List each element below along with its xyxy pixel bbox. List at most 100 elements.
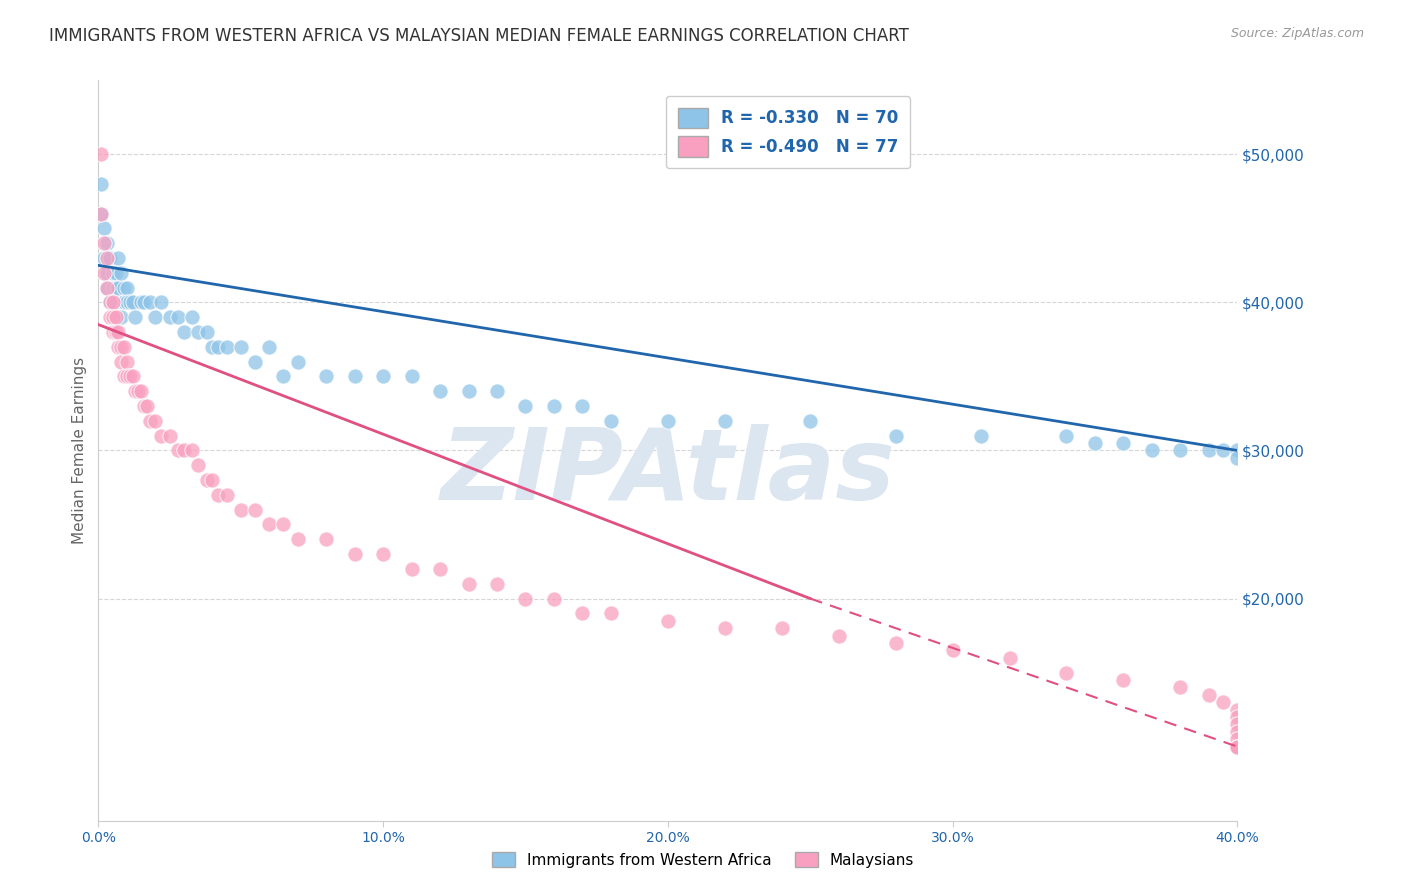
Point (107, 251, 129, 265)
Point (98, 310, 121, 325)
Point (373, 547, 395, 561)
Point (107, 325, 129, 339)
Point (110, 340, 132, 354)
Point (1226, 724, 1249, 739)
Point (129, 295, 152, 310)
Point (115, 369, 138, 384)
Point (96, 236, 118, 251)
Point (110, 266, 132, 280)
Point (96, 266, 118, 280)
Point (571, 607, 593, 621)
Point (1112, 673, 1135, 687)
Point (173, 325, 195, 339)
Point (112, 369, 135, 384)
Point (195, 325, 218, 339)
Point (429, 562, 451, 576)
Point (129, 384, 152, 399)
Point (1226, 732, 1249, 747)
Y-axis label: Median Female Earnings: Median Female Earnings (72, 357, 87, 544)
Point (112, 280, 135, 294)
Point (159, 310, 181, 325)
Point (181, 443, 204, 458)
Point (571, 399, 593, 413)
Point (457, 576, 479, 591)
Point (107, 280, 129, 294)
Text: IMMIGRANTS FROM WESTERN AFRICA VS MALAYSIAN MEDIAN FEMALE EARNINGS CORRELATION C: IMMIGRANTS FROM WESTERN AFRICA VS MALAYS… (49, 27, 910, 45)
Point (207, 488, 229, 502)
Point (96, 280, 118, 294)
Point (187, 458, 209, 473)
Point (998, 650, 1021, 665)
Point (90, 206, 112, 220)
Point (90, 147, 112, 161)
Point (150, 428, 173, 442)
Point (132, 399, 155, 413)
Point (195, 473, 218, 487)
Point (1170, 681, 1192, 695)
Point (1198, 443, 1220, 458)
Point (115, 354, 138, 368)
Point (159, 428, 181, 442)
Point (970, 428, 993, 442)
Point (515, 399, 537, 413)
Point (173, 443, 195, 458)
Point (343, 369, 366, 384)
Point (1226, 739, 1249, 754)
Point (215, 340, 238, 354)
Point (115, 280, 138, 294)
Point (243, 354, 266, 368)
Point (101, 280, 124, 294)
Point (98, 295, 121, 310)
Point (93, 236, 115, 251)
Point (1212, 695, 1234, 709)
Point (90, 206, 112, 220)
Point (207, 340, 229, 354)
Point (543, 399, 565, 413)
Point (884, 636, 907, 650)
Point (98, 295, 121, 310)
Point (1140, 443, 1163, 458)
Point (121, 369, 143, 384)
Point (124, 310, 146, 325)
Point (1226, 739, 1249, 754)
Point (93, 251, 115, 265)
Point (101, 325, 124, 339)
Legend: R = -0.330   N = 70, R = -0.490   N = 77: R = -0.330 N = 70, R = -0.490 N = 77 (666, 96, 910, 169)
Point (600, 414, 623, 428)
Point (429, 384, 451, 399)
Point (600, 607, 623, 621)
Point (243, 502, 266, 516)
Point (101, 295, 124, 310)
Point (273, 369, 295, 384)
Point (101, 310, 124, 325)
Point (457, 384, 479, 399)
Point (315, 369, 337, 384)
Point (259, 517, 281, 532)
Point (373, 369, 395, 384)
Point (96, 251, 118, 265)
Point (714, 621, 737, 635)
Point (657, 614, 679, 628)
Point (799, 414, 821, 428)
Point (201, 340, 224, 354)
Point (118, 369, 141, 384)
Point (714, 414, 737, 428)
Point (287, 533, 309, 547)
Point (150, 295, 173, 310)
Point (138, 414, 160, 428)
Legend: Immigrants from Western Africa, Malaysians: Immigrants from Western Africa, Malaysia… (484, 844, 922, 875)
Point (101, 295, 124, 310)
Point (96, 280, 118, 294)
Point (1226, 703, 1249, 717)
Point (486, 384, 509, 399)
Text: ZIPAtlas: ZIPAtlas (440, 425, 896, 521)
Point (110, 310, 132, 325)
Point (187, 325, 209, 339)
Point (98, 251, 121, 265)
Point (1056, 428, 1078, 442)
Point (93, 266, 115, 280)
Point (828, 628, 851, 642)
Point (401, 562, 423, 576)
Point (515, 591, 537, 606)
Point (1198, 688, 1220, 702)
